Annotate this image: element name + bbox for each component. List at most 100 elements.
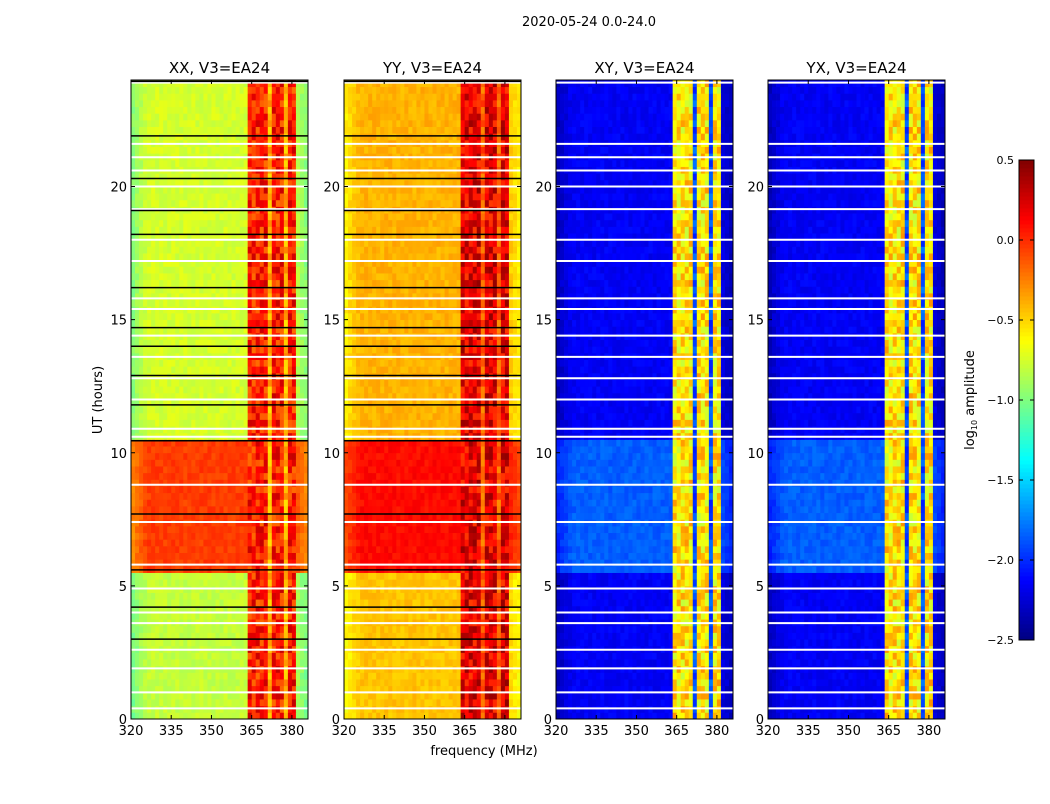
heatmap-cell — [183, 593, 187, 600]
heatmap-cell — [151, 133, 155, 140]
heatmap-cell — [248, 280, 252, 287]
heatmap-cell — [135, 320, 139, 327]
heatmap-cell — [179, 493, 183, 500]
heatmap-cell — [380, 652, 384, 659]
heatmap-cell — [276, 419, 280, 426]
heatmap-cell — [368, 679, 372, 686]
heatmap-cell — [207, 419, 211, 426]
heatmap-cell — [232, 672, 236, 679]
heatmap-cell — [272, 712, 276, 719]
heatmap-cell — [171, 220, 175, 227]
heatmap-cell — [252, 546, 256, 553]
heatmap-cell — [288, 446, 292, 453]
heatmap-cell — [159, 446, 163, 453]
heatmap-cell — [280, 253, 284, 260]
heatmap-cell — [183, 546, 187, 553]
heatmap-cell — [147, 366, 151, 373]
heatmap-cell — [232, 626, 236, 633]
heatmap-cell — [408, 699, 412, 706]
heatmap-cell — [240, 652, 244, 659]
heatmap-cell — [199, 539, 203, 546]
heatmap-cell — [159, 406, 163, 413]
heatmap-cell — [175, 200, 179, 207]
heatmap-cell — [183, 300, 187, 307]
heatmap-cell — [159, 413, 163, 420]
heatmap-cell — [288, 266, 292, 273]
heatmap-cell — [228, 413, 232, 420]
heatmap-cell — [256, 133, 260, 140]
heatmap-cell — [224, 579, 228, 586]
heatmap-cell — [236, 193, 240, 200]
y-tick-label: 15 — [110, 314, 127, 329]
heatmap-cell — [143, 200, 147, 207]
heatmap-cell — [215, 639, 219, 646]
heatmap-cell — [135, 659, 139, 666]
heatmap-cell — [260, 553, 264, 560]
heatmap-cell — [388, 626, 392, 633]
heatmap-cell — [199, 193, 203, 200]
heatmap-cell — [147, 712, 151, 719]
heatmap-cell — [220, 246, 224, 253]
heatmap-cell — [268, 360, 272, 367]
heatmap-cell — [199, 360, 203, 367]
heatmap-cell — [215, 280, 219, 287]
heatmap-cell — [187, 246, 191, 253]
heatmap-cell — [195, 406, 199, 413]
heatmap-cell — [228, 486, 232, 493]
heatmap-cell — [505, 639, 509, 646]
heatmap-cell — [139, 300, 143, 307]
heatmap-cell — [167, 659, 171, 666]
heatmap-cell — [420, 672, 424, 679]
heatmap-cell — [232, 473, 236, 480]
heatmap-cell — [248, 320, 252, 327]
heatmap-cell — [268, 486, 272, 493]
heatmap-cell — [240, 446, 244, 453]
heatmap-cell — [155, 380, 159, 387]
heatmap-cell — [232, 406, 236, 413]
heatmap-cell — [191, 526, 195, 533]
heatmap-cell — [461, 659, 465, 666]
heatmap-cell — [236, 546, 240, 553]
heatmap-cell — [151, 320, 155, 327]
heatmap-cell — [228, 526, 232, 533]
heatmap-cell — [215, 446, 219, 453]
heatmap-cell — [348, 699, 352, 706]
heatmap-cell — [191, 506, 195, 513]
heatmap-cell — [220, 266, 224, 273]
heatmap-cell — [175, 193, 179, 200]
heatmap-cell — [228, 300, 232, 307]
heatmap-cell — [284, 193, 288, 200]
heatmap-cell — [240, 113, 244, 120]
heatmap-cell — [264, 712, 268, 719]
heatmap-cell — [368, 699, 372, 706]
heatmap-cell — [501, 652, 505, 659]
heatmap-cell — [187, 300, 191, 307]
heatmap-cell — [272, 692, 276, 699]
heatmap-cell — [276, 679, 280, 686]
heatmap-cell — [268, 87, 272, 94]
heatmap-cell — [179, 273, 183, 280]
heatmap-cell — [364, 692, 368, 699]
heatmap-cell — [175, 473, 179, 480]
heatmap-cell — [232, 652, 236, 659]
heatmap-cell — [207, 253, 211, 260]
heatmap-cell — [368, 672, 372, 679]
heatmap-cell — [268, 639, 272, 646]
heatmap-cell — [163, 679, 167, 686]
heatmap-cell — [280, 506, 284, 513]
heatmap-cell — [215, 100, 219, 107]
heatmap-cell — [199, 526, 203, 533]
heatmap-cell — [284, 213, 288, 220]
heatmap-cell — [191, 226, 195, 233]
heatmap-cell — [131, 246, 135, 253]
heatmap-cell — [296, 187, 300, 194]
heatmap-cell — [215, 226, 219, 233]
heatmap-cell — [260, 313, 264, 320]
heatmap-cell — [215, 200, 219, 207]
heatmap-cell — [292, 246, 296, 253]
heatmap-cell — [244, 133, 248, 140]
heatmap-cell — [453, 692, 457, 699]
heatmap-cell — [195, 546, 199, 553]
heatmap-cell — [191, 539, 195, 546]
heatmap-cell — [143, 413, 147, 420]
